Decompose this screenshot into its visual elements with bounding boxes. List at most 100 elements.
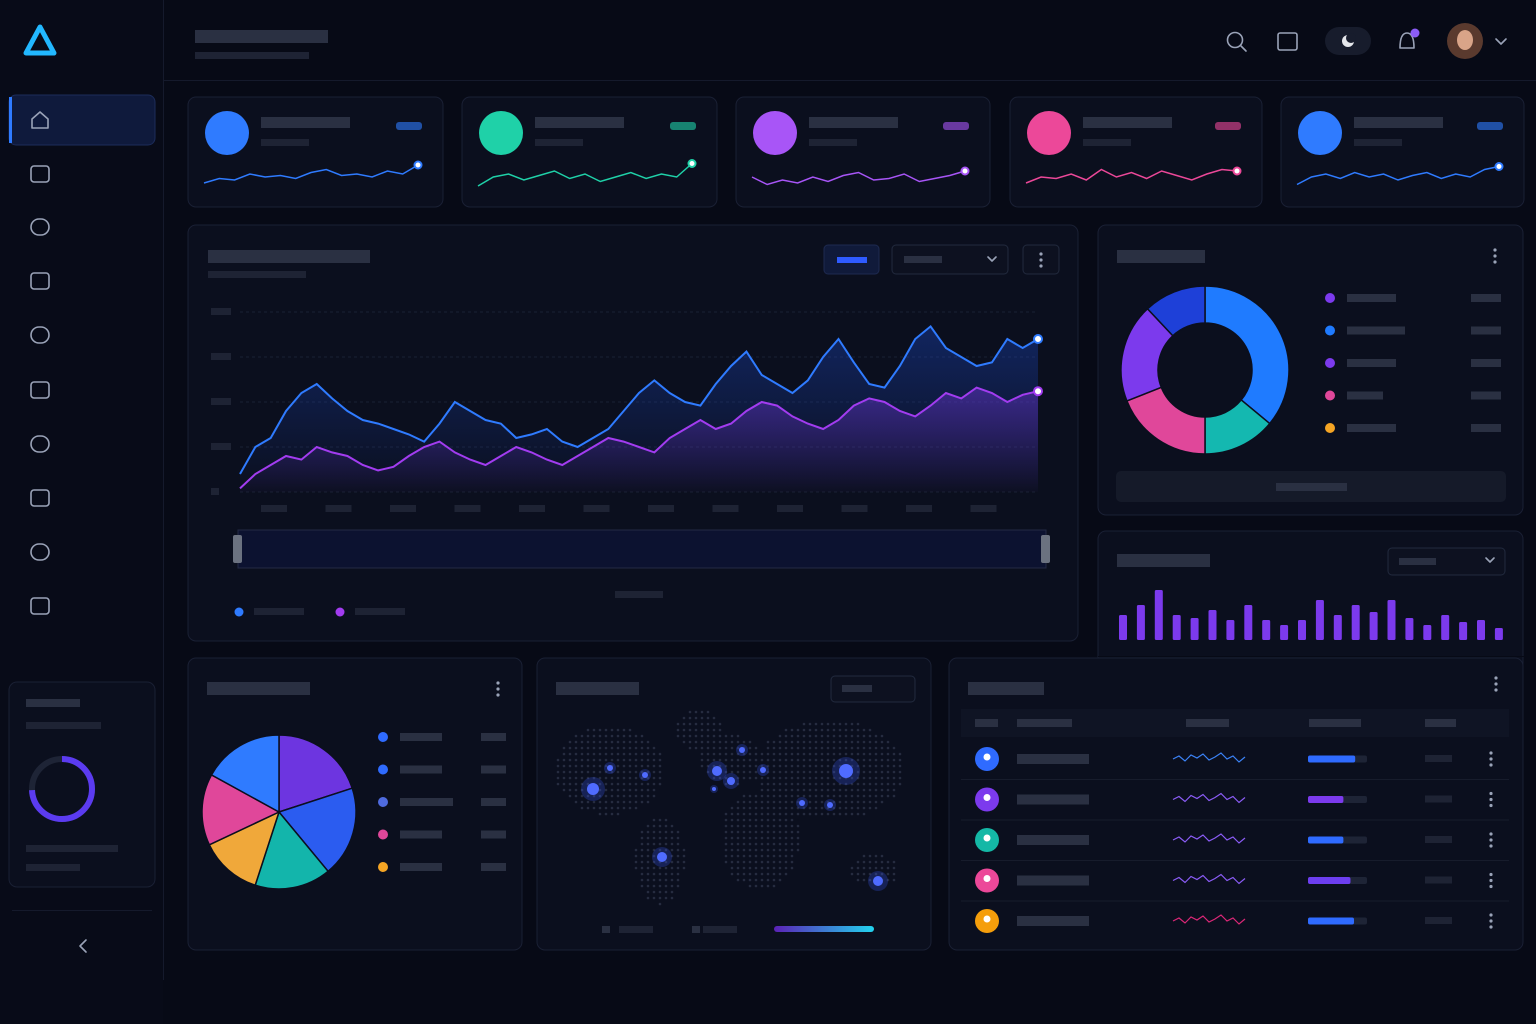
map-marker[interactable] bbox=[839, 764, 853, 778]
search-button[interactable] bbox=[1226, 31, 1244, 49]
map-dot bbox=[616, 746, 620, 750]
slider-handle[interactable] bbox=[233, 535, 242, 563]
account-menu[interactable] bbox=[1495, 38, 1507, 45]
nav-icon[interactable] bbox=[30, 435, 50, 453]
map-marker[interactable] bbox=[712, 766, 722, 776]
map-dot bbox=[658, 824, 662, 828]
map-dot bbox=[694, 710, 698, 714]
kpi-sparkline bbox=[477, 162, 693, 187]
map-dot bbox=[604, 752, 608, 756]
nav-icon[interactable] bbox=[31, 111, 49, 129]
calendar-button[interactable] bbox=[1277, 32, 1298, 51]
nav-icon[interactable] bbox=[30, 489, 50, 507]
map-dot bbox=[778, 776, 782, 780]
map-dot bbox=[796, 836, 800, 840]
map-dot bbox=[892, 782, 896, 786]
map-marker[interactable] bbox=[873, 876, 883, 886]
dot bbox=[1489, 791, 1493, 796]
map-dot bbox=[832, 764, 836, 768]
map-marker[interactable] bbox=[799, 800, 805, 806]
search-handle bbox=[1240, 45, 1247, 52]
period-dropdown[interactable] bbox=[891, 244, 1009, 275]
map-marker[interactable] bbox=[607, 765, 613, 771]
map-dot bbox=[676, 836, 680, 840]
map-marker[interactable] bbox=[760, 767, 766, 773]
map-dot bbox=[838, 740, 842, 744]
nav-icon[interactable] bbox=[30, 543, 50, 561]
map-dot bbox=[736, 854, 740, 858]
notifications-button[interactable] bbox=[1399, 32, 1415, 49]
map-marker[interactable] bbox=[657, 852, 667, 862]
map-dot bbox=[790, 866, 794, 870]
map-dot bbox=[646, 746, 650, 750]
nav-active[interactable] bbox=[8, 94, 156, 146]
map-dot bbox=[670, 866, 674, 870]
map-dot bbox=[712, 752, 716, 756]
map-dot bbox=[844, 794, 848, 798]
map-dot bbox=[796, 782, 800, 786]
map-dot bbox=[730, 752, 734, 756]
map-dot bbox=[628, 728, 632, 732]
kpi-endpoint bbox=[960, 166, 970, 176]
logo[interactable] bbox=[23, 24, 57, 56]
map-dot bbox=[586, 758, 590, 762]
map-dot bbox=[766, 824, 770, 828]
nav-icon[interactable] bbox=[30, 381, 50, 399]
map-marker[interactable] bbox=[727, 777, 735, 785]
map-dot bbox=[652, 770, 656, 774]
map-dot bbox=[766, 752, 770, 756]
map-marker[interactable] bbox=[642, 772, 648, 778]
map-dot bbox=[826, 782, 830, 786]
map-dot bbox=[634, 764, 638, 768]
map-dot bbox=[892, 794, 896, 798]
map-dot bbox=[784, 842, 788, 846]
map-dot bbox=[892, 872, 896, 876]
bar bbox=[1494, 628, 1503, 640]
nav-icon[interactable] bbox=[30, 165, 50, 183]
map-marker[interactable] bbox=[827, 802, 833, 808]
bar-dropdown[interactable] bbox=[1387, 547, 1506, 576]
nav-icon[interactable] bbox=[30, 218, 50, 236]
map-dot bbox=[820, 800, 824, 804]
map-dot bbox=[712, 776, 716, 780]
map-dot bbox=[580, 800, 584, 804]
placeholder bbox=[481, 765, 506, 774]
map-dot bbox=[604, 800, 608, 804]
map-dot bbox=[706, 746, 710, 750]
map-dot bbox=[724, 740, 728, 744]
map-dot bbox=[646, 824, 650, 828]
collapse-button[interactable] bbox=[79, 939, 87, 953]
slider-handle[interactable] bbox=[1041, 535, 1050, 563]
map-dropdown[interactable] bbox=[830, 675, 916, 703]
map-dot bbox=[850, 758, 854, 762]
map-dot bbox=[820, 758, 824, 762]
map-dot bbox=[640, 770, 644, 774]
map-dot bbox=[862, 794, 866, 798]
map-dot bbox=[652, 836, 656, 840]
map-dot bbox=[610, 770, 614, 774]
nav-icon[interactable] bbox=[30, 597, 50, 615]
map-dot bbox=[868, 788, 872, 792]
map-marker[interactable] bbox=[712, 787, 716, 791]
map-dot bbox=[838, 812, 842, 816]
map-dot bbox=[832, 746, 836, 750]
map-dot bbox=[628, 770, 632, 774]
range-slider[interactable] bbox=[237, 529, 1047, 569]
map-dot bbox=[730, 836, 734, 840]
map-dot bbox=[868, 866, 872, 870]
map-marker[interactable] bbox=[739, 747, 745, 753]
placeholder bbox=[1276, 483, 1347, 491]
map-dot bbox=[826, 722, 830, 726]
map-dot bbox=[724, 734, 728, 738]
map-dot bbox=[730, 806, 734, 810]
map-dot bbox=[814, 764, 818, 768]
map-dot bbox=[802, 764, 806, 768]
map-dot bbox=[862, 740, 866, 744]
map-marker[interactable] bbox=[587, 783, 599, 795]
kpi-card bbox=[1009, 96, 1263, 208]
map-dot bbox=[838, 722, 842, 726]
nav-icon[interactable] bbox=[30, 326, 50, 344]
map-dot bbox=[886, 740, 890, 744]
nav-icon[interactable] bbox=[30, 272, 50, 290]
legend-dot bbox=[378, 862, 388, 872]
